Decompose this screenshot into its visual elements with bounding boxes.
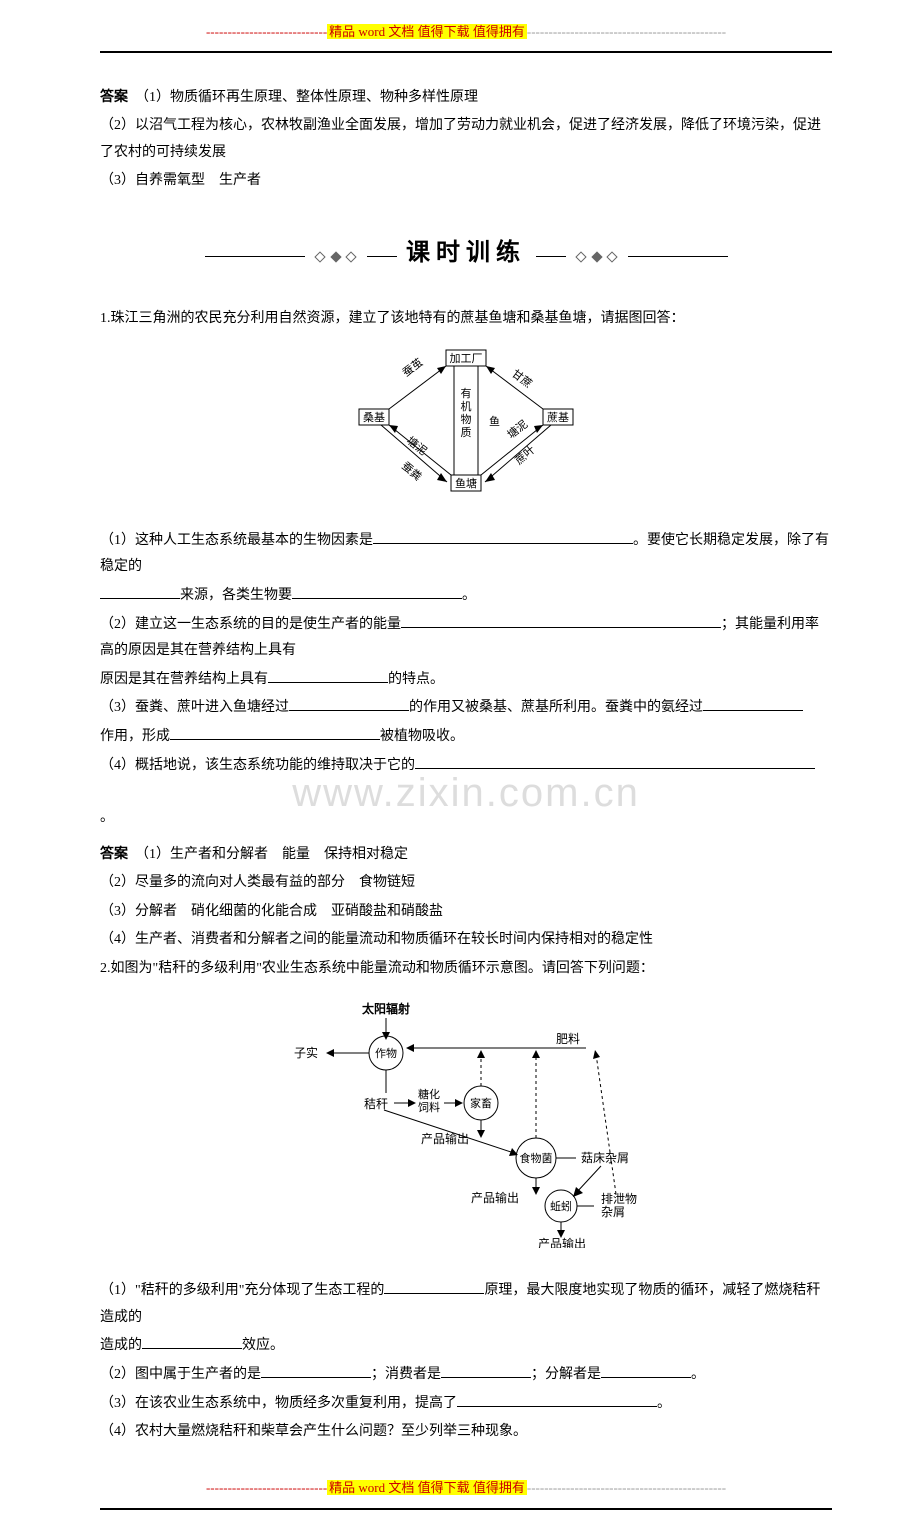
answer2-line1: 答案 （1）生产者和分解者 能量 保持相对稳定: [100, 840, 832, 869]
q1-item1b: 来源，各类生物要。: [100, 583, 832, 610]
svg-text:蚕茧: 蚕茧: [400, 356, 425, 380]
svg-text:杂屑: 杂屑: [601, 1205, 625, 1219]
answer-label-2: 答案: [100, 845, 128, 861]
svg-text:质: 质: [461, 426, 472, 439]
svg-text:鱼: 鱼: [489, 414, 500, 428]
header-suffix: ----------------------------------------…: [527, 24, 726, 39]
answer1-line1: 答案 （1）物质循环再生原理、整体性原理、物种多样性原理: [100, 83, 832, 112]
q2-item1b: 造成的效应。: [100, 1333, 832, 1360]
svg-text:子实: 子实: [294, 1045, 318, 1060]
footer-highlight: 精品 word 文档 值得下载 值得拥有: [327, 1480, 527, 1495]
svg-text:蚯蚓: 蚯蚓: [550, 1199, 572, 1213]
svg-text:太阳辐射: 太阳辐射: [362, 1001, 410, 1016]
svg-text:排泄物: 排泄物: [601, 1192, 637, 1206]
answer1-line3: （3）自养需氧型 生产者: [100, 168, 832, 195]
svg-text:机: 机: [461, 399, 472, 413]
q2-item3: （3）在该农业生态系统中，物质经多次重复利用，提高了。: [100, 1391, 832, 1418]
svg-text:产品输出: 产品输出: [538, 1236, 586, 1248]
footer-rule: [100, 1508, 832, 1510]
header-prefix: ----------------------------: [206, 24, 327, 39]
answer2-line2: （2）尽量多的流向对人类最有益的部分 食物链短: [100, 870, 832, 897]
answer2-line3: （3）分解者 硝化细菌的化能合成 亚硝酸盐和硝酸盐: [100, 899, 832, 926]
q2-stem: 2.如图为"秸秆的多级利用"农业生态系统中能量流动和物质循环示意图。请回答下列问…: [100, 956, 832, 983]
section-title: 课时训练: [406, 239, 526, 266]
q1-period: 。: [100, 805, 832, 832]
svg-text:塘泥: 塘泥: [504, 417, 530, 442]
svg-text:家畜: 家畜: [470, 1096, 492, 1110]
figure1: 加工厂 桑基 蔗基 鱼塘 有 机 物 质 蚕茧 甘蔗 塘泥 塘泥: [100, 347, 832, 508]
svg-text:加工厂: 加工厂: [450, 352, 483, 365]
q2-item1: （1）"秸秆的多级利用"充分体现了生态工程的原理，最大限度地实现了物质的循环，减…: [100, 1278, 832, 1331]
svg-text:有: 有: [461, 386, 472, 400]
svg-text:桑基: 桑基: [363, 411, 385, 424]
svg-text:鱼塘: 鱼塘: [455, 476, 477, 490]
svg-text:糖化: 糖化: [418, 1087, 440, 1101]
answer1-line2: （2）以沼气工程为核心，农林牧副渔业全面发展，增加了劳动力就业机会，促进了经济发…: [100, 113, 832, 166]
svg-text:产品输出: 产品输出: [421, 1131, 469, 1146]
svg-text:产品输出: 产品输出: [471, 1190, 519, 1205]
q1-item3: （3）蚕粪、蔗叶进入鱼塘经过的作用又被桑基、蔗基所利用。蚕粪中的氨经过: [100, 695, 832, 722]
footer-prefix: ----------------------------: [206, 1480, 327, 1495]
q1-item1: （1）这种人工生态系统最基本的生物因素是。要使它长期稳定发展，除了有稳定的: [100, 528, 832, 581]
svg-text:塘泥: 塘泥: [404, 433, 430, 458]
svg-text:秸秆: 秸秆: [364, 1097, 388, 1111]
svg-text:食物菌: 食物菌: [520, 1151, 553, 1165]
q1-item2: （2）建立这一生态系统的目的是使生产者的能量；其能量利用率高的原因是其在营养结构…: [100, 612, 832, 665]
q1-stem: 1.珠江三角洲的农民充分利用自然资源，建立了该地特有的蔗基鱼塘和桑基鱼塘，请据图…: [100, 306, 832, 333]
figure2: 太阳辐射 作物 子实 肥料 秸秆 糖化 饲料 家畜 产品输出: [100, 998, 832, 1259]
answer2-line4: （4）生产者、消费者和分解者之间的能量流动和物质循环在较长时间内保持相对的稳定性: [100, 927, 832, 954]
header-highlight: 精品 word 文档 值得下载 值得拥有: [327, 24, 527, 39]
footer-suffix: ----------------------------------------…: [527, 1480, 726, 1495]
svg-text:蚕粪: 蚕粪: [399, 459, 425, 484]
svg-text:甘蔗: 甘蔗: [509, 367, 534, 391]
section-divider: 课时训练: [100, 230, 832, 276]
q2-item4: （4）农村大量燃烧秸秆和柴草会产生什么问题？至少列举三种现象。: [100, 1419, 832, 1446]
svg-text:作物: 作物: [375, 1046, 397, 1060]
q1-item3b: 作用，形成被植物吸收。: [100, 724, 832, 751]
answer-label: 答案: [100, 88, 128, 104]
svg-text:肥料: 肥料: [556, 1032, 580, 1046]
q1-item2b: 原因是其在营养结构上具有的特点。: [100, 667, 832, 694]
q2-item2: （2）图中属于生产者的是；消费者是；分解者是。: [100, 1362, 832, 1389]
svg-text:蔗基: 蔗基: [547, 411, 569, 424]
svg-text:菇床杂屑: 菇床杂屑: [581, 1151, 629, 1165]
footer-banner: ----------------------------精品 word 文档 值…: [100, 1476, 832, 1503]
header-banner: ----------------------------精品 word 文档 值…: [100, 20, 832, 47]
svg-text:物: 物: [461, 412, 472, 426]
q1-item4: （4）概括地说，该生态系统功能的维持取决于它的: [100, 753, 832, 780]
svg-text:饲料: 饲料: [418, 1100, 440, 1114]
header-rule: [100, 51, 832, 53]
